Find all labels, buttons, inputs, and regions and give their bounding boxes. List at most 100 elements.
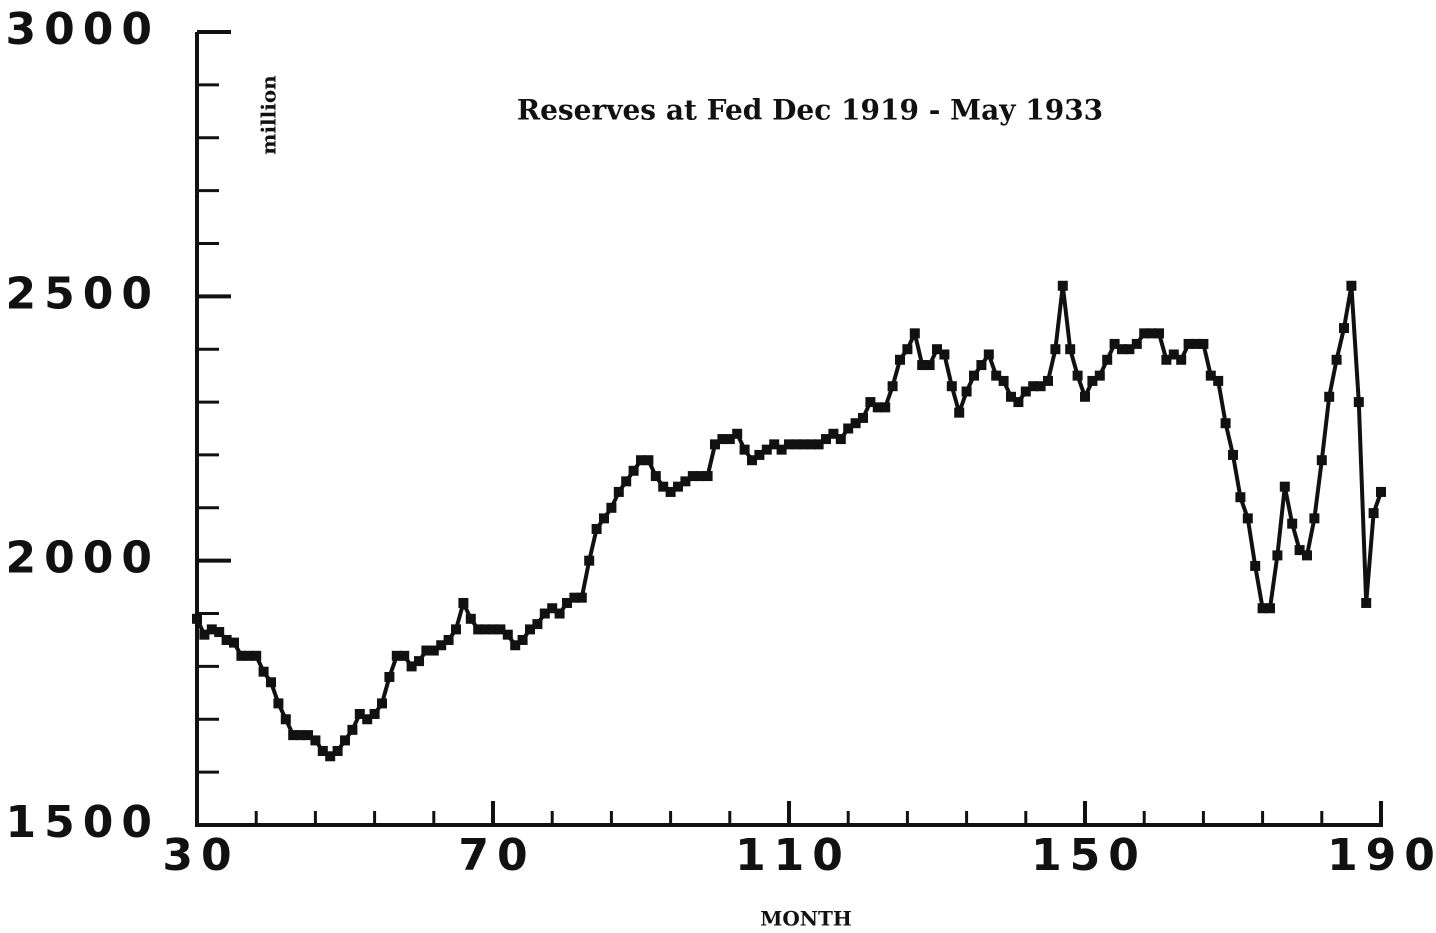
point-marker [821, 434, 831, 445]
point-marker [1287, 518, 1298, 529]
point-marker [1228, 449, 1238, 460]
chart-title: Reserves at Fed Dec 1919 - May 1933 [517, 94, 1103, 127]
point-marker [761, 444, 772, 455]
point-marker [1087, 375, 1098, 386]
point-marker [1080, 391, 1090, 402]
point-marker [1183, 338, 1194, 349]
point-marker [606, 502, 617, 513]
point-marker [1213, 375, 1224, 386]
point-marker [754, 449, 765, 460]
point-marker [909, 328, 920, 339]
point-marker [362, 714, 373, 725]
point-marker [813, 439, 824, 450]
x-tick-label: 110 [735, 830, 851, 881]
point-marker [828, 428, 839, 439]
point-marker [902, 344, 913, 355]
point-marker [576, 592, 587, 603]
point-marker [1220, 418, 1231, 429]
point-marker [976, 360, 987, 371]
point-marker [1257, 603, 1268, 614]
point-marker [1109, 338, 1120, 349]
point-marker [229, 637, 239, 648]
point-marker [983, 349, 994, 360]
point-marker [1302, 550, 1312, 561]
point-marker [673, 481, 683, 492]
point-marker [991, 370, 1002, 381]
point-marker [1376, 486, 1386, 497]
point-marker [495, 624, 506, 635]
point-marker [969, 370, 979, 381]
point-marker [1050, 344, 1061, 355]
point-marker [1154, 328, 1164, 339]
x-axis-label: MONTH [760, 907, 852, 931]
point-marker [236, 650, 247, 661]
y-tick-label: 3000 [6, 4, 160, 55]
point-marker [1361, 597, 1372, 608]
point-marker [1368, 508, 1379, 519]
y-tick-label: 2500 [6, 268, 160, 319]
point-marker [1279, 481, 1290, 492]
point-marker [650, 471, 661, 482]
point-marker [1205, 370, 1216, 381]
point-marker [798, 439, 809, 450]
point-marker [687, 471, 698, 482]
x-tick-label: 30 [162, 830, 239, 881]
point-marker [310, 735, 321, 746]
point-marker [192, 613, 202, 624]
point-marker [539, 608, 550, 619]
point-marker [1117, 344, 1127, 355]
point-marker [258, 666, 269, 677]
point-marker [414, 656, 424, 667]
point-marker [658, 481, 669, 492]
point-marker [354, 708, 365, 719]
point-marker [865, 397, 876, 408]
point-marker [584, 555, 595, 566]
point-marker [835, 434, 846, 445]
point-marker [295, 730, 306, 741]
x-tick-label: 150 [1031, 830, 1147, 881]
point-marker [1235, 492, 1246, 503]
point-marker [391, 650, 402, 661]
point-marker [465, 613, 476, 624]
point-marker [1176, 354, 1187, 365]
point-marker [665, 486, 676, 497]
point-marker [1339, 323, 1349, 334]
point-marker [317, 745, 328, 756]
point-marker [517, 634, 528, 645]
series-line [195, 283, 1383, 759]
point-marker [1353, 397, 1364, 408]
point-marker [502, 629, 513, 640]
point-marker [288, 730, 299, 741]
point-marker [702, 471, 713, 482]
point-marker [280, 714, 291, 725]
point-marker [199, 629, 210, 640]
point-marker [1265, 603, 1275, 614]
point-marker [784, 439, 794, 450]
point-marker [436, 640, 447, 651]
point-marker [377, 698, 387, 709]
point-marker [954, 407, 965, 418]
point-marker [613, 486, 624, 497]
point-marker [1013, 397, 1024, 408]
point-marker [554, 608, 565, 619]
point-marker [1006, 391, 1016, 402]
point-marker [332, 745, 343, 756]
point-marker [1250, 560, 1261, 571]
point-marker [747, 455, 757, 466]
x-tick-label: 190 [1327, 830, 1436, 881]
point-marker [243, 650, 254, 661]
point-marker [850, 418, 861, 429]
point-marker [1191, 338, 1201, 349]
point-marker [880, 402, 891, 413]
point-marker [369, 708, 380, 719]
point-marker [946, 381, 957, 392]
point-marker [599, 513, 609, 524]
point-marker [1102, 354, 1113, 365]
point-marker [1198, 338, 1209, 349]
point-marker [473, 624, 484, 635]
point-marker [858, 412, 868, 423]
point-marker [1057, 280, 1068, 291]
point-marker [806, 439, 817, 450]
point-marker [266, 677, 276, 688]
